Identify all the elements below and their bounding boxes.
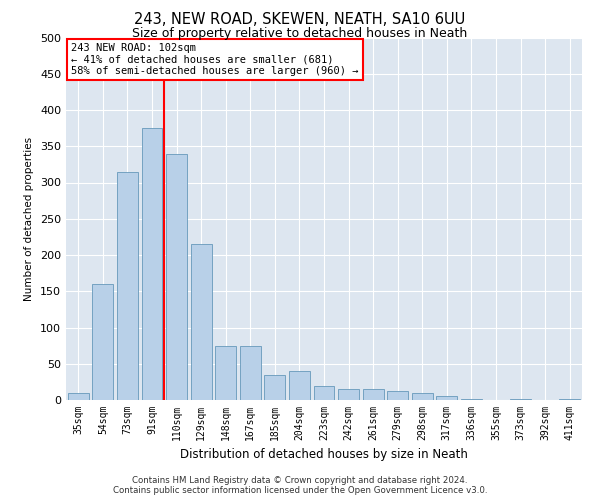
Bar	[191, 244, 212, 400]
Bar	[461, 398, 482, 400]
Bar	[117, 172, 138, 400]
Bar	[412, 393, 433, 400]
Bar	[362, 389, 383, 400]
Bar	[289, 371, 310, 400]
Bar	[436, 396, 457, 400]
Bar	[265, 374, 286, 400]
Bar	[240, 346, 261, 400]
X-axis label: Distribution of detached houses by size in Neath: Distribution of detached houses by size …	[180, 448, 468, 462]
Text: 243, NEW ROAD, SKEWEN, NEATH, SA10 6UU: 243, NEW ROAD, SKEWEN, NEATH, SA10 6UU	[134, 12, 466, 28]
Bar	[92, 284, 113, 400]
Bar	[215, 346, 236, 400]
Bar	[559, 398, 580, 400]
Bar	[338, 389, 359, 400]
Y-axis label: Number of detached properties: Number of detached properties	[25, 136, 34, 301]
Bar	[142, 128, 163, 400]
Bar	[166, 154, 187, 400]
Bar	[387, 392, 408, 400]
Text: Size of property relative to detached houses in Neath: Size of property relative to detached ho…	[133, 28, 467, 40]
Bar	[510, 398, 531, 400]
Bar	[68, 393, 89, 400]
Bar	[314, 386, 334, 400]
Text: Contains HM Land Registry data © Crown copyright and database right 2024.
Contai: Contains HM Land Registry data © Crown c…	[113, 476, 487, 495]
Text: 243 NEW ROAD: 102sqm
← 41% of detached houses are smaller (681)
58% of semi-deta: 243 NEW ROAD: 102sqm ← 41% of detached h…	[71, 43, 359, 76]
